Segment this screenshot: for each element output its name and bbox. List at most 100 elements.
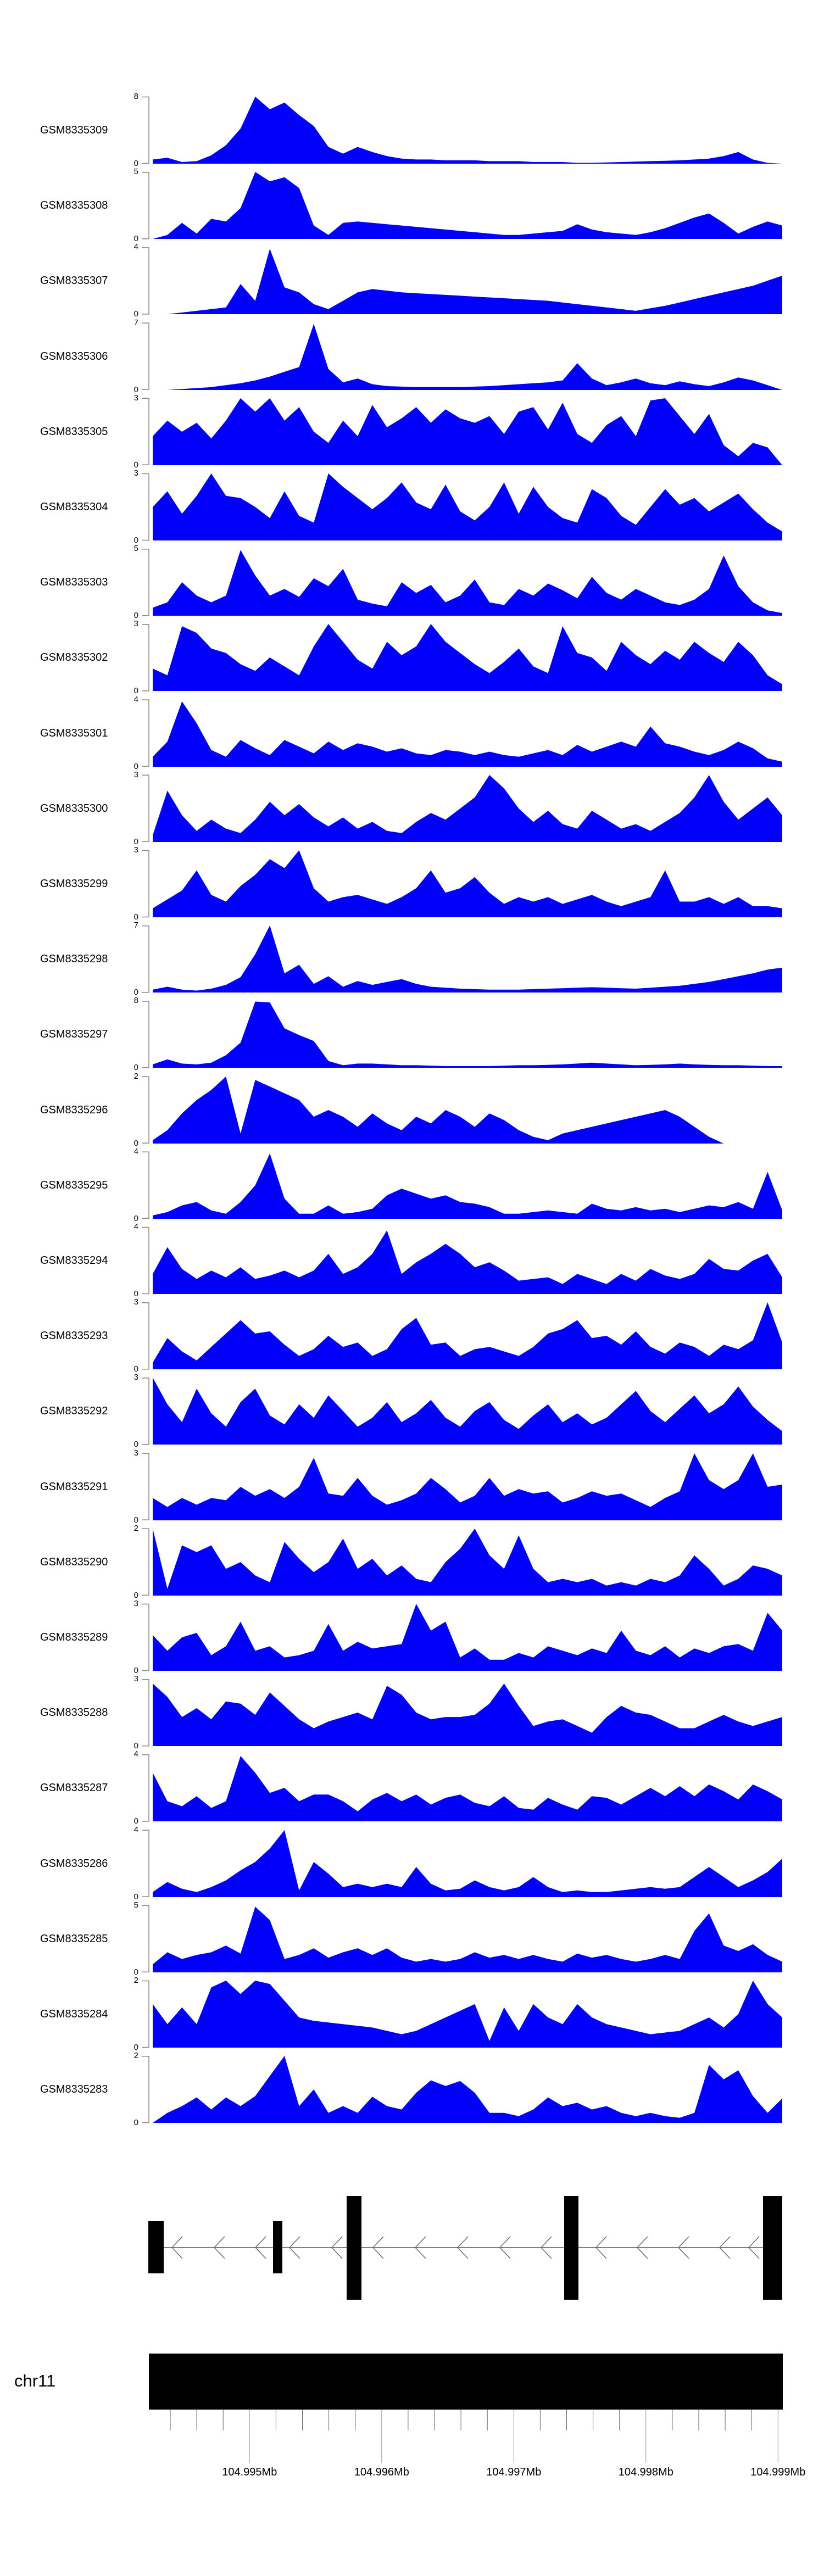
- y-axis-max-label: 5: [133, 1900, 138, 1910]
- y-axis-max-label: 3: [133, 1674, 138, 1684]
- y-axis-min-label: 0: [133, 2043, 138, 2052]
- signal-area-plot: [153, 398, 782, 465]
- signal-area-plot: [153, 850, 782, 917]
- coverage-area: [153, 1230, 782, 1294]
- y-axis-min-label: 0: [133, 1138, 138, 1148]
- strand-arrow-left: [678, 2236, 689, 2259]
- strand-arrow-left: [214, 2236, 225, 2259]
- track-label: GSM8335288: [40, 1707, 108, 1719]
- track-label: GSM8335293: [40, 1330, 108, 1342]
- signal-area-plot: [153, 172, 782, 239]
- coverage-area: [153, 701, 782, 767]
- y-axis-max-label: 2: [133, 2051, 138, 2061]
- signal-area-plot: [153, 97, 782, 164]
- y-axis-max-label: 2: [133, 1976, 138, 1985]
- signal-area-plot: [153, 1230, 782, 1294]
- coverage-area: [153, 249, 782, 315]
- y-axis-min-label: 0: [133, 1666, 138, 1675]
- coverage-area: [153, 473, 782, 540]
- strand-arrow-left: [719, 2236, 731, 2259]
- y-axis-min-label: 0: [133, 1816, 138, 1826]
- signal-area-plot: [153, 1906, 782, 1972]
- y-axis-min-label: 0: [133, 1892, 138, 1902]
- coordinate-label: 104.999Mb: [750, 2466, 806, 2478]
- track-label: GSM8335286: [40, 1857, 108, 1870]
- track-label: GSM8335301: [40, 727, 108, 739]
- track-label: GSM8335299: [40, 878, 108, 890]
- y-axis-max-label: 3: [133, 393, 138, 403]
- y-axis-bracket: [142, 624, 149, 692]
- track-label: GSM8335306: [40, 350, 108, 363]
- y-axis-bracket: [142, 1076, 149, 1144]
- utr-exon: [273, 2221, 282, 2273]
- y-axis-min-label: 0: [133, 988, 138, 997]
- strand-arrow-left: [541, 2236, 552, 2259]
- signal-area-plot: [153, 1378, 782, 1445]
- y-axis-min-label: 0: [133, 309, 138, 319]
- y-axis-bracket: [142, 925, 149, 993]
- track-label: GSM8335292: [40, 1405, 108, 1418]
- y-axis-min-label: 0: [133, 912, 138, 922]
- coordinate-label: 104.997Mb: [486, 2466, 542, 2478]
- y-axis-bracket: [142, 1001, 149, 1068]
- signal-area-plot: [153, 624, 782, 692]
- signal-area-plot: [153, 774, 782, 842]
- coverage-area: [153, 1378, 782, 1445]
- strand-arrow-left: [415, 2236, 426, 2259]
- y-axis-bracket: [142, 2055, 149, 2123]
- track-label: GSM8335305: [40, 425, 108, 438]
- strand-arrow-left: [499, 2236, 511, 2259]
- track-label: GSM8335304: [40, 501, 108, 513]
- utr-exon: [148, 2221, 164, 2273]
- track-label: GSM8335289: [40, 1631, 108, 1643]
- y-axis-bracket: [142, 1226, 149, 1295]
- track-label: GSM8335291: [40, 1480, 108, 1493]
- coordinate-label: 104.998Mb: [618, 2466, 673, 2478]
- coordinate-label: 104.995Mb: [222, 2466, 277, 2478]
- signal-area-plot: [153, 1153, 782, 1219]
- y-axis-bracket: [142, 473, 149, 541]
- coverage-area: [153, 1302, 782, 1370]
- y-axis-min-label: 0: [133, 761, 138, 771]
- y-axis-max-label: 3: [133, 1297, 138, 1307]
- y-axis-max-label: 4: [133, 1146, 138, 1156]
- y-axis-bracket: [142, 548, 149, 616]
- y-axis-bracket: [142, 774, 149, 843]
- y-axis-bracket: [142, 96, 149, 164]
- y-axis-min-label: 0: [133, 234, 138, 244]
- signal-area-plot: [153, 473, 782, 540]
- strand-arrow-left: [748, 2236, 760, 2259]
- coverage-area: [153, 1001, 782, 1068]
- track-label: GSM8335298: [40, 953, 108, 966]
- y-axis-bracket: [142, 247, 149, 315]
- strand-arrow-left: [457, 2236, 469, 2259]
- y-axis-bracket: [142, 1378, 149, 1445]
- track-label: GSM8335309: [40, 124, 108, 136]
- y-axis-min-label: 0: [133, 384, 138, 394]
- track-label: GSM8335295: [40, 1179, 108, 1191]
- y-axis-max-label: 5: [133, 544, 138, 554]
- y-axis-max-label: 3: [133, 1448, 138, 1458]
- y-axis-min-label: 0: [133, 1364, 138, 1374]
- coverage-area: [153, 1756, 782, 1822]
- signal-area-plot: [153, 1756, 782, 1822]
- y-axis-bracket: [142, 1603, 149, 1671]
- coverage-area: [153, 172, 782, 239]
- y-axis-min-label: 0: [133, 1213, 138, 1223]
- y-axis-min-label: 0: [133, 2118, 138, 2128]
- signal-area-plot: [153, 1453, 782, 1520]
- y-axis-bracket: [142, 1453, 149, 1520]
- y-axis-bracket: [142, 1528, 149, 1596]
- coverage-area: [153, 624, 782, 692]
- track-label: GSM8335307: [40, 275, 108, 287]
- signal-area-plot: [153, 1981, 782, 2048]
- y-axis-min-label: 0: [133, 837, 138, 846]
- track-label: GSM8335303: [40, 576, 108, 589]
- y-axis-bracket: [142, 1830, 149, 1897]
- y-axis-min-label: 0: [133, 1063, 138, 1073]
- track-label: GSM8335285: [40, 1932, 108, 1945]
- coverage-area: [153, 97, 782, 164]
- coverage-area: [153, 1683, 782, 1747]
